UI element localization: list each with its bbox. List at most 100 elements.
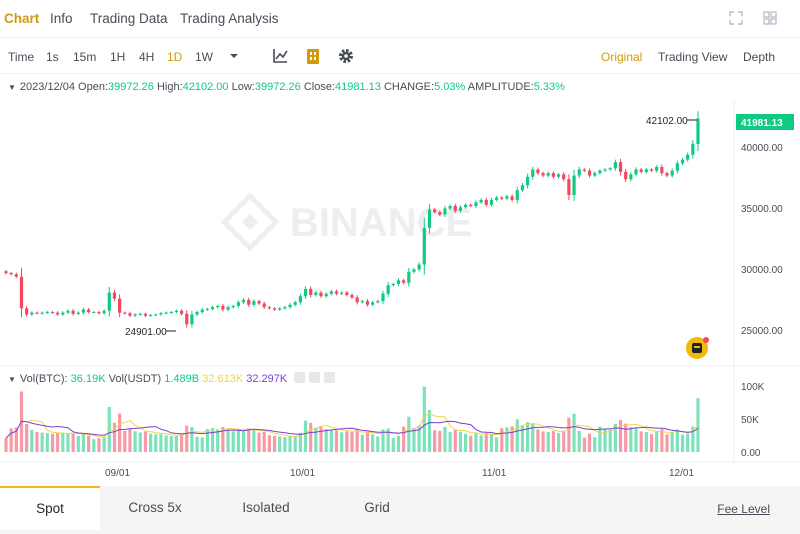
candle-body [691,143,695,155]
tab-chart[interactable]: Chart [4,11,40,26]
volume-bar [438,430,442,452]
tab-trading-data[interactable]: Trading Data [90,11,168,26]
candle-body [205,308,210,310]
candle-body [257,301,261,304]
candle-body [655,167,659,171]
candle-body [489,199,494,205]
candle-body [14,274,18,277]
tab-spot[interactable]: Spot [0,486,100,530]
amplitude-label: AMPLITUDE: [467,81,534,93]
candle-body [402,280,406,283]
interval-15m[interactable]: 15m [73,50,97,64]
eye-toggle-icon[interactable] [294,372,306,383]
candle-body [582,169,586,171]
candle-body [164,312,168,314]
volume-bar [66,433,70,452]
candle-body [118,298,122,313]
volume-bar [458,431,463,452]
interval-1s[interactable]: 1s [46,50,59,64]
volume-bar [195,436,199,452]
volume-bar [303,420,308,452]
view-trading-view[interactable]: Trading View [658,50,728,64]
floating-widget-button[interactable] [686,337,709,359]
caret-down-icon[interactable] [228,51,240,61]
interval-1d[interactable]: 1D [167,50,183,64]
candle-body [309,288,313,295]
price-tick-25000: 25000.00 [741,326,783,337]
volume-bar [391,438,395,452]
settings-small-icon[interactable] [309,372,321,383]
volume-bar [484,433,488,452]
candle-body [613,162,617,169]
volume-bar [164,435,168,452]
candle-body [350,294,354,298]
fee-level-link[interactable]: Fee Level [717,502,770,516]
candle-body [35,312,39,314]
tab-info[interactable]: Info [50,11,73,26]
volume-collapse-caret-icon[interactable]: ▼ [8,375,16,384]
candle-body [618,162,623,172]
view-depth[interactable]: Depth [743,50,776,64]
interval-4h[interactable]: 4H [139,50,155,64]
candle-body [396,280,401,285]
volume-bar [639,431,643,452]
candle-body [598,170,602,174]
volume-bar [241,430,246,452]
vol-usdt-value: 1.489B [164,373,200,385]
tab-trading-analysis[interactable]: Trading Analysis [180,11,279,26]
volume-bar [660,429,664,452]
volume-bar [257,432,261,452]
candle-body [453,206,457,211]
candle-body [531,169,535,177]
candle-body [484,199,488,205]
volume-bar [515,419,519,452]
candle-style-icon[interactable] [304,47,322,65]
interval-1w[interactable]: 1W [195,50,213,64]
settings-gear-icon[interactable] [337,47,355,65]
candle-body [143,313,148,316]
candle-body [660,167,664,174]
volume-bar [541,431,545,452]
collapse-caret-icon[interactable]: ▼ [8,83,16,92]
volume-bar [365,432,370,452]
candle-body [334,291,339,294]
candle-body [520,185,525,191]
volume-info: ▼ Vol(BTC): 36.19K Vol(USDT) 1.489B 32.61… [8,372,336,385]
price-chart[interactable]: BINANCE 40000.00 35000.00 30000.00 25000… [0,0,800,486]
candle-body [469,204,473,207]
volume-bar [30,429,34,452]
grid-layout-icon[interactable] [762,10,778,26]
indicator-icon[interactable] [271,47,289,65]
candle-body [200,309,204,313]
candle-body [593,173,597,176]
change-label: CHANGE: [383,81,435,93]
volume-bar [624,423,628,452]
interval-1h[interactable]: 1H [110,50,126,64]
volume-bar [649,434,654,452]
current-price-tag [736,114,794,130]
volume-bar [464,433,468,452]
vol-tick-0: 0.00 [741,448,761,459]
candle-body [185,313,189,325]
volume-bar [345,431,349,452]
chart-toolbar: Time 1s 15m 1H 4H 1D 1W Original Trading… [0,38,800,74]
candle-body [562,174,566,180]
candle-body [603,169,607,171]
volume-bar [293,436,297,452]
candle-body [474,202,478,207]
tab-cross-5x[interactable]: Cross 5x [128,500,182,515]
candle-body [670,170,674,176]
candle-body [210,307,215,309]
tab-grid[interactable]: Grid [364,500,390,515]
candle-body [458,207,463,211]
close-small-icon[interactable] [324,372,336,383]
view-original[interactable]: Original [601,50,643,64]
volume-bar [474,433,478,452]
expand-icon[interactable] [728,10,744,26]
candle-body [649,169,654,171]
volume-bar [40,432,44,452]
volume-bar [494,437,499,452]
tab-isolated[interactable]: Isolated [242,500,290,515]
candle-body [195,312,199,315]
candle-body [314,292,318,295]
